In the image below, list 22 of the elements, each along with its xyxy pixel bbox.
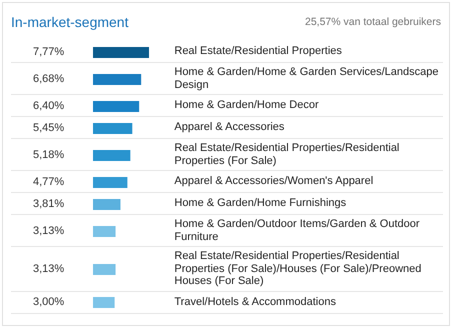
text: 25,57% van totaal gebruikers bbox=[304, 16, 441, 28]
data-label: 3,13% bbox=[32, 262, 66, 275]
y-tick-label: Apparel & Accessories bbox=[174, 121, 286, 134]
y-tick-label: Real Estate/Residential Properties/Residential Properties (For Sale) bbox=[174, 142, 400, 167]
data-label: 7,77% bbox=[32, 46, 66, 58]
y-tick-label: Real Estate/Residential Properties bbox=[174, 45, 343, 58]
data-label: 4,77% bbox=[32, 176, 66, 188]
y-tick-label: Travel/Hotels & Accommodations bbox=[174, 296, 337, 308]
y-tick-label: Home & Garden/Home Decor bbox=[174, 99, 320, 112]
data-label: 3,13% bbox=[32, 224, 66, 236]
data-label: 5,18% bbox=[32, 148, 66, 160]
data-label: 3,81% bbox=[32, 198, 66, 210]
y-tick-label: Home & Garden/Outdoor Items/Garden & Outdoor Furniture bbox=[174, 218, 421, 243]
data-label: 6,40% bbox=[32, 100, 66, 112]
data-label: 5,45% bbox=[32, 122, 66, 134]
y-tick-label: Home & Garden/Home Furnishings bbox=[174, 197, 348, 210]
data-label: 6,68% bbox=[32, 72, 66, 84]
y-tick-label: Real Estate/Residential Properties/Residential Properties (For Sale)/Houses (For Sale)/Preowned Houses (For Sale) bbox=[174, 250, 422, 288]
y-tick-label: Home & Garden/Home & Garden Services/Landscape Design bbox=[174, 66, 440, 91]
data-label: 3,00% bbox=[32, 296, 66, 308]
chart-title: In-market-segment bbox=[11, 14, 128, 30]
y-tick-label: Apparel & Accessories/Women's Apparel bbox=[174, 175, 374, 188]
